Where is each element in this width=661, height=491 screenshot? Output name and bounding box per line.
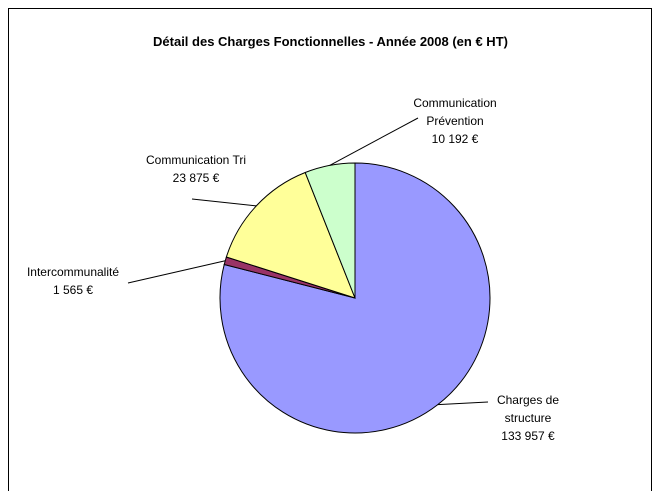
leader-line — [191, 198, 257, 207]
value-label: 133 957 € — [501, 429, 555, 443]
leader-line — [329, 117, 419, 166]
slice-label: Communication Tri 23 875 € — [126, 151, 266, 187]
pie-slice — [225, 171, 356, 299]
chart-title: Détail des Charges Fonctionnelles - Anné… — [153, 34, 508, 49]
category-label: Communication Tri — [145, 153, 247, 167]
slice-label: Charges de structure 133 957 € — [488, 391, 568, 445]
slice-label: Communication Prévention 10 192 € — [395, 94, 515, 148]
leader-line — [437, 401, 489, 406]
category-label: Intercommunalité — [26, 265, 120, 279]
slice-label: Intercommunalité 1 565 € — [18, 263, 128, 299]
leader-line — [127, 260, 226, 284]
value-label: 1 565 € — [52, 283, 94, 297]
value-label: 23 875 € — [172, 171, 220, 185]
category-label: Charges de structure — [496, 393, 560, 425]
category-label: Communication Prévention — [413, 96, 497, 128]
value-label: 10 192 € — [431, 132, 479, 146]
